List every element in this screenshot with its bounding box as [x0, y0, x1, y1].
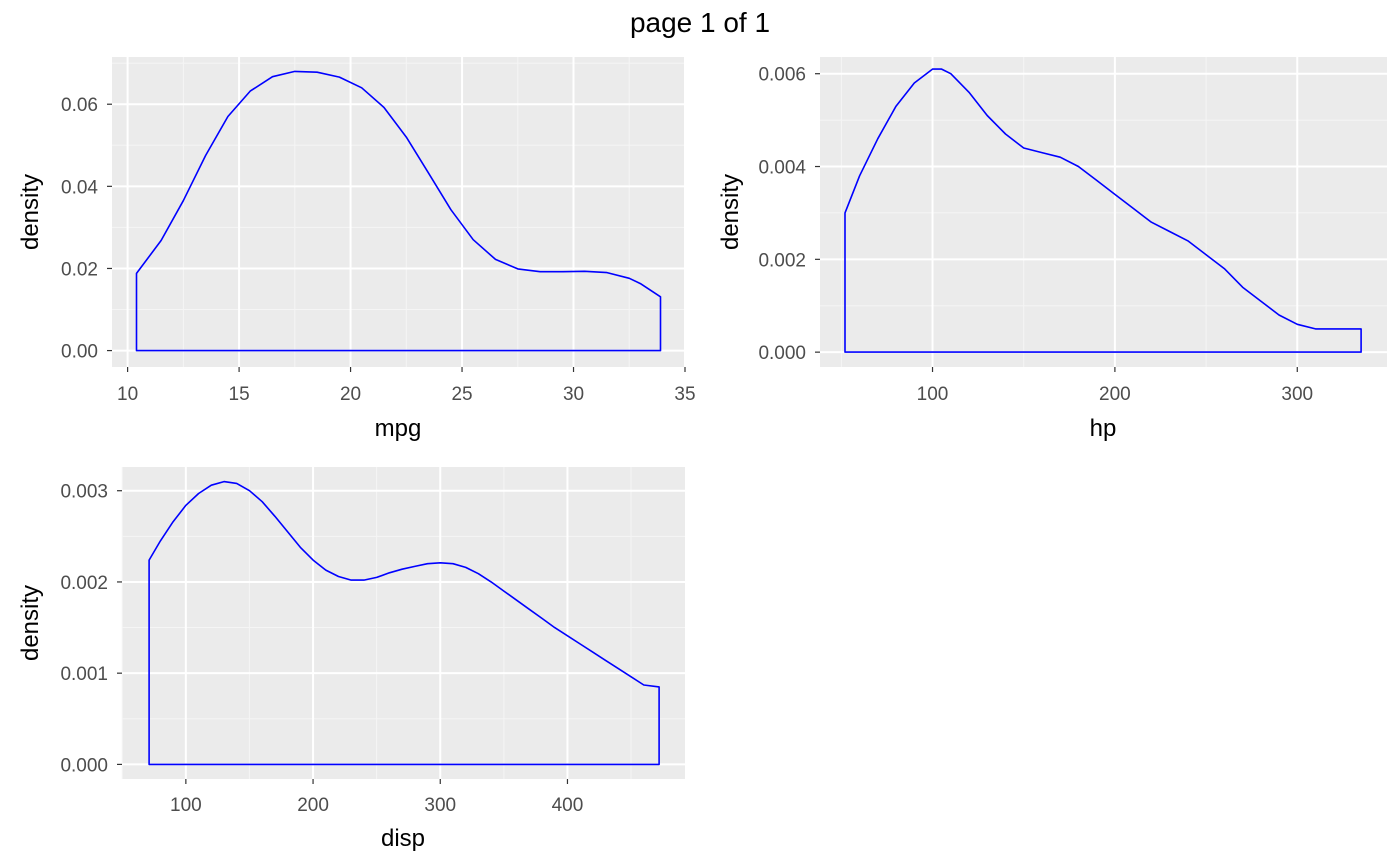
density-curve [148, 480, 660, 766]
y-tick-label: 0.004 [758, 158, 806, 179]
x-tick-label: 10 [117, 384, 138, 405]
y-tick-label: 0.000 [60, 755, 108, 776]
x-tick-label: 200 [297, 795, 329, 816]
panel-hp: density hp 0.000 0.002 0.004 0.006 100 200 300 [717, 57, 1387, 442]
x-tick-label: 35 [674, 384, 695, 405]
y-tick-label: 0.06 [61, 95, 98, 116]
x-tick-label: 300 [1281, 384, 1313, 405]
y-axis-title: density [717, 174, 744, 250]
x-tick-label: 200 [1099, 384, 1131, 405]
y-tick-label: 0.002 [758, 250, 806, 271]
y-axis-title: density [17, 585, 44, 661]
x-tick-label: 20 [340, 384, 361, 405]
panel-mpg: density mpg 0.00 0.02 0.04 0.06 10 15 20 25 30 35 [17, 57, 696, 442]
x-axis-title: mpg [375, 415, 422, 442]
y-tick-label: 0.002 [60, 573, 108, 594]
x-tick-label: 15 [229, 384, 250, 405]
panel-disp: density disp 0.000 0.001 0.002 0.003 100 200 3… [17, 467, 685, 852]
plot-background [112, 57, 685, 367]
y-tick-label: 0.000 [758, 343, 806, 364]
y-tick-label: 0.001 [60, 664, 108, 685]
x-tick-label: 100 [170, 795, 202, 816]
density-curve [135, 70, 662, 352]
y-tick-label: 0.00 [61, 342, 98, 363]
y-axis-title: density [17, 174, 44, 250]
plot-background [820, 57, 1387, 367]
plot-background [122, 467, 685, 779]
y-tick-label: 0.02 [61, 259, 98, 280]
x-tick-label: 30 [563, 384, 584, 405]
density-curve [844, 68, 1362, 353]
y-tick-label: 0.006 [758, 65, 806, 86]
x-tick-label: 100 [917, 384, 949, 405]
x-axis-title: disp [381, 825, 425, 852]
x-tick-label: 400 [552, 795, 584, 816]
y-tick-label: 0.003 [60, 482, 108, 503]
x-tick-label: 25 [451, 384, 472, 405]
x-tick-label: 300 [424, 795, 456, 816]
page-title: page 1 of 1 [629, 7, 771, 38]
y-tick-label: 0.04 [61, 177, 98, 198]
x-axis-title: hp [1090, 415, 1117, 442]
